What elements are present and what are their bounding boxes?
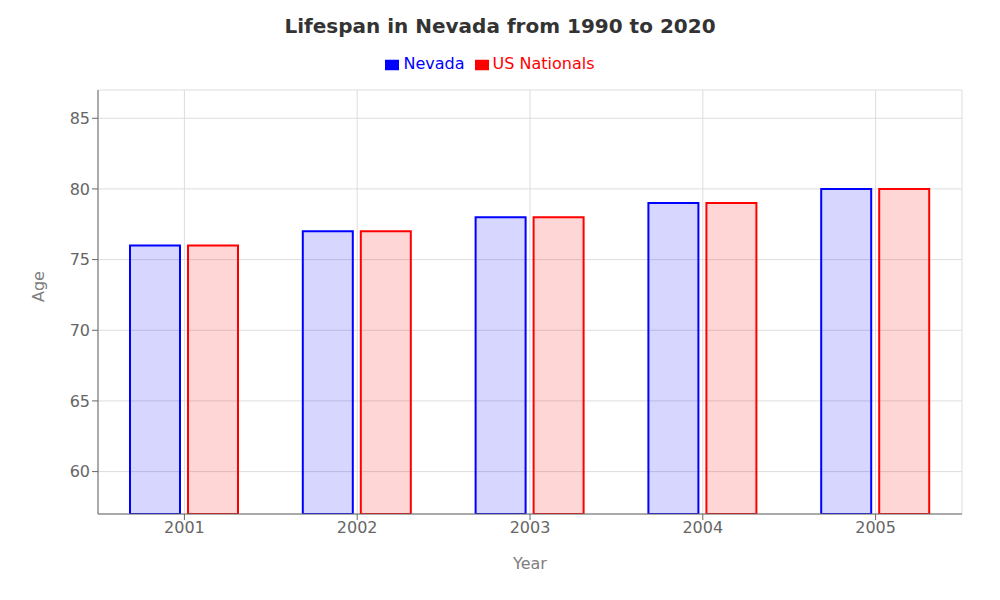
svg-text:2002: 2002: [337, 518, 378, 537]
svg-text:80: 80: [70, 180, 90, 199]
svg-text:75: 75: [70, 250, 90, 269]
svg-text:Year: Year: [512, 554, 547, 573]
svg-text:70: 70: [70, 321, 90, 340]
svg-text:65: 65: [70, 392, 90, 411]
html-text:Lifespan in Nevada from 1990 t: Lifespan in Nevada from 1990 to 2020: [284, 14, 716, 38]
svg-text:2004: 2004: [682, 518, 723, 537]
svg-text:2003: 2003: [510, 518, 551, 537]
html-text:US Nationals: US Nationals: [492, 54, 595, 73]
svg-text:Age: Age: [29, 271, 48, 302]
html-text:Nevada: Nevada: [403, 54, 465, 73]
svg-text:85: 85: [70, 109, 90, 128]
svg-text:2001: 2001: [164, 518, 205, 537]
svg-text:2005: 2005: [855, 518, 896, 537]
svg-text:60: 60: [70, 462, 90, 481]
